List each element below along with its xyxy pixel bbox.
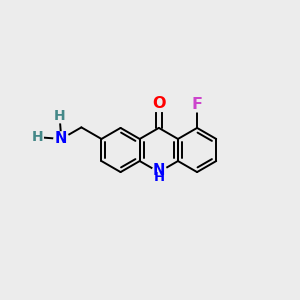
Text: O: O	[152, 96, 166, 111]
Text: N: N	[55, 131, 68, 146]
Text: H: H	[54, 109, 66, 123]
Text: H: H	[154, 172, 165, 184]
Text: F: F	[192, 97, 203, 112]
Text: H: H	[32, 130, 44, 145]
Text: N: N	[153, 164, 165, 178]
